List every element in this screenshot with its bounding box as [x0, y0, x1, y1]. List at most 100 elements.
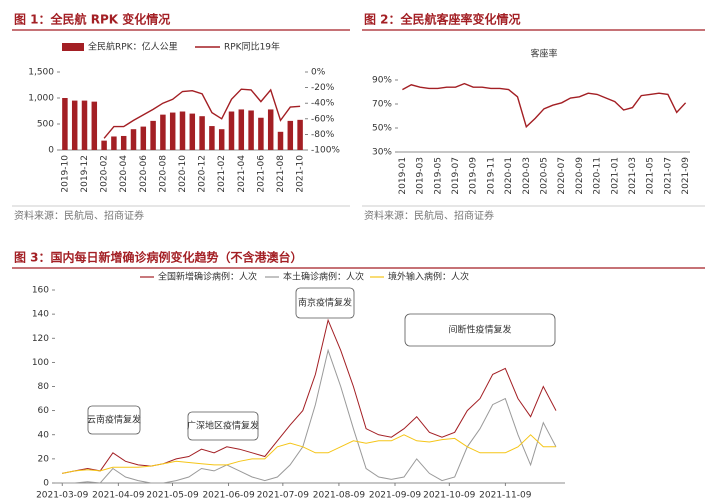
x-tick-label: 2019-10: [60, 155, 70, 193]
x-tick-label: 2020-06: [139, 155, 149, 193]
y-tick-label: 60: [38, 406, 50, 416]
bar: [62, 98, 68, 150]
bar: [238, 109, 245, 150]
x-tick-label: 2021-10: [296, 155, 306, 193]
y-tick-label: 0: [48, 146, 54, 156]
bar: [111, 136, 117, 150]
x-tick-label: 2021-03-09: [36, 491, 89, 501]
chart-title: 图 2：全民航客座率变化情况: [364, 12, 521, 27]
source: 资料来源：民航局、招商证券: [14, 209, 144, 222]
legend-label: 全民航RPK：亿人公里: [88, 41, 178, 53]
y-tick-label: 30%: [372, 148, 392, 158]
bar: [258, 117, 264, 150]
x-tick-label: 2020-11: [593, 157, 603, 195]
bar: [179, 111, 186, 150]
annotation: 间断性疫情复发: [448, 324, 511, 336]
x-tick-label: 2020-03: [522, 157, 532, 195]
x-tick-label: 2021-08-09: [313, 491, 366, 501]
bar: [169, 112, 176, 150]
y2-tick-label: 0%: [311, 68, 326, 78]
y-tick-label: 100: [32, 358, 49, 368]
y-tick-label: 70%: [372, 100, 392, 110]
x-tick-label: 2019-12: [80, 155, 90, 193]
x-tick-label: 2019-07: [451, 157, 461, 195]
annotation: 南京疫情复发: [298, 297, 352, 309]
y-tick-label: 160: [32, 286, 49, 296]
bar: [71, 100, 78, 150]
y-tick-label: 90%: [372, 76, 392, 86]
x-tick-label: 2021-07-09: [257, 491, 310, 501]
x-tick-label: 2020-09: [575, 157, 585, 195]
bar: [209, 126, 215, 150]
y2-tick-label: -20%: [311, 83, 335, 93]
x-tick-label: 2021-03: [628, 157, 638, 195]
x-tick-label: 2021-05: [646, 157, 656, 195]
x-tick-label: 2021-02: [217, 155, 227, 193]
x-tick-label: 2021-06-09: [202, 491, 255, 501]
x-tick-label: 2020-12: [198, 155, 208, 193]
x-tick-label: 2021-07: [663, 157, 673, 195]
x-tick-label: 2019-11: [486, 157, 496, 195]
bar: [91, 101, 98, 150]
bar: [248, 110, 254, 150]
x-tick-label: 2020-05: [540, 157, 550, 195]
bar: [150, 120, 156, 150]
legend-label: 本土确诊病例：人次: [283, 271, 364, 283]
x-tick-label: 2021-04-09: [92, 491, 145, 501]
x-tick-label: 2021-04: [237, 155, 247, 193]
callout: [87, 405, 141, 435]
x-tick-label: 2020-04: [119, 155, 129, 193]
x-tick-label: 2020-07: [557, 157, 567, 195]
x-tick-label: 2021-10-09: [423, 491, 476, 501]
y-tick-label: 120: [32, 334, 49, 344]
legend-label: 全国新增确诊病例：人次: [158, 271, 257, 283]
series-line: [103, 88, 301, 139]
bar: [140, 126, 147, 150]
callout: [187, 411, 259, 441]
x-tick-label: 2020-01: [504, 157, 514, 195]
x-tick-label: 2020-10: [178, 155, 188, 193]
x-tick-label: 2019-09: [469, 157, 479, 195]
legend-label: 境外输入病例：人次: [388, 271, 469, 283]
y-tick-label: 1,000: [28, 94, 54, 104]
chart-title: 图 3：国内每日新增确诊病例变化趋势（不含港澳台）: [14, 250, 303, 265]
bar: [81, 100, 88, 150]
annotation: 广深地区疫情复发: [187, 420, 259, 432]
callout: [404, 313, 556, 347]
x-tick-label: 2019-01: [398, 157, 408, 195]
annotation: 云南疫情复发: [87, 414, 141, 426]
x-tick-label: 2020-02: [100, 155, 110, 193]
legend-label: 客座率: [530, 48, 557, 60]
x-tick-label: 2021-08: [276, 155, 286, 193]
x-tick-label: 2021-01: [610, 157, 620, 195]
y2-tick-label: -100%: [311, 146, 340, 156]
series-line: [62, 348, 557, 484]
bar: [218, 129, 225, 150]
y-tick-label: 500: [37, 120, 54, 130]
callout: [295, 287, 355, 319]
bar: [267, 109, 274, 150]
y-tick-label: 140: [32, 310, 49, 320]
x-tick-label: 2019-03: [416, 157, 426, 195]
y2-tick-label: -60%: [311, 114, 335, 124]
x-tick-label: 2021-05-09: [146, 491, 199, 501]
bar: [228, 111, 235, 150]
y-tick-label: 40: [38, 430, 50, 440]
source: 资料来源：民航局、招商证券: [364, 209, 494, 222]
bar: [130, 129, 137, 150]
legend-swatch: [62, 43, 84, 51]
bar: [101, 140, 107, 150]
x-tick-label: 2021-09-09: [369, 491, 422, 501]
legend-label: RPK同比19年: [224, 41, 280, 53]
bar: [120, 135, 127, 150]
x-tick-label: 2021-11-09: [479, 491, 532, 501]
y2-tick-label: -80%: [311, 130, 335, 140]
x-tick-label: 2020-08: [158, 155, 168, 193]
series-line: [62, 318, 557, 474]
bar: [199, 116, 205, 150]
y-tick-label: 50%: [372, 124, 392, 134]
series-line: [402, 82, 687, 129]
y-tick-label: 80: [38, 382, 50, 392]
bar: [287, 120, 294, 150]
